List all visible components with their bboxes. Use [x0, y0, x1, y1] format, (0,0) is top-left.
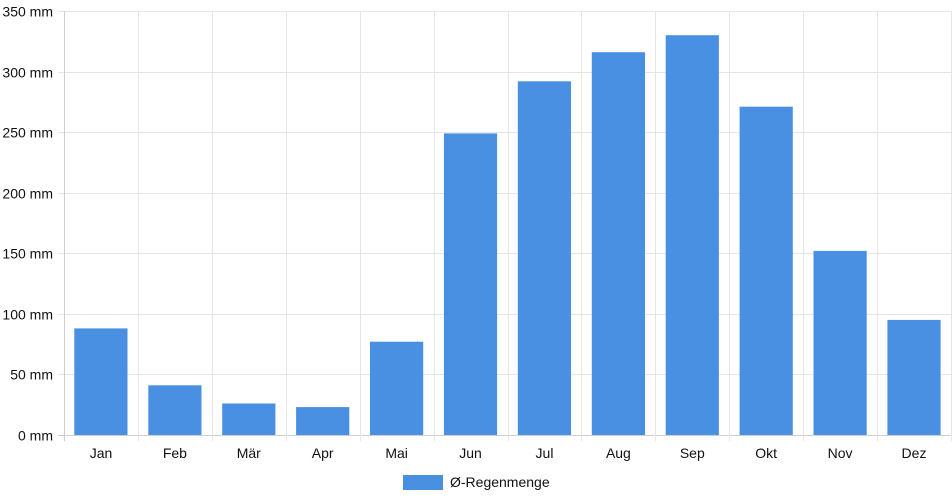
y-tick-label: 250 mm [2, 125, 53, 141]
x-tick-label: Feb [163, 445, 187, 461]
bar-aug[interactable] [591, 52, 645, 435]
bars [74, 35, 941, 436]
bar-nov[interactable] [813, 250, 867, 435]
y-tick-label: 350 mm [2, 4, 53, 20]
bar-okt[interactable] [739, 106, 793, 435]
x-tick-label: Mär [237, 445, 261, 461]
x-tick-label: Mai [385, 445, 408, 461]
y-tick-label: 150 mm [2, 246, 53, 262]
bar-feb[interactable] [148, 385, 202, 435]
x-tick-label: Nov [828, 445, 853, 461]
y-tick-label: 300 mm [2, 65, 53, 81]
x-tick-label: Okt [755, 445, 777, 461]
bar-jan[interactable] [74, 328, 128, 435]
bar-sep[interactable] [665, 35, 719, 435]
bar-jun[interactable] [443, 133, 498, 435]
legend-label: Ø-Regenmenge [450, 474, 550, 490]
bar-dez[interactable] [887, 319, 941, 435]
x-tick-label: Dez [902, 445, 927, 461]
x-tick-label: Aug [606, 445, 631, 461]
bar-mär[interactable] [222, 403, 276, 436]
bar-apr[interactable] [296, 407, 350, 435]
axes: 0 mm 50 mm 100 mm 150 mm 200 mm 250 mm 300 mm 3… [2, 4, 926, 462]
y-tick-label: 200 mm [2, 186, 53, 202]
y-tick-label: 100 mm [2, 307, 53, 323]
y-tick-label: 50 mm [10, 367, 53, 383]
x-tick-label: Jun [459, 445, 482, 461]
legend[interactable]: Ø-Regenmenge [403, 474, 550, 490]
legend-swatch [403, 475, 443, 490]
y-tick-label: 0 mm [18, 428, 53, 444]
bar-jul[interactable] [517, 81, 571, 436]
x-tick-label: Jan [90, 445, 113, 461]
grid [58, 11, 952, 441]
x-tick-label: Apr [312, 445, 334, 461]
x-tick-label: Jul [536, 445, 554, 461]
bar-mai[interactable] [370, 341, 424, 435]
x-tick-label: Sep [680, 445, 705, 461]
